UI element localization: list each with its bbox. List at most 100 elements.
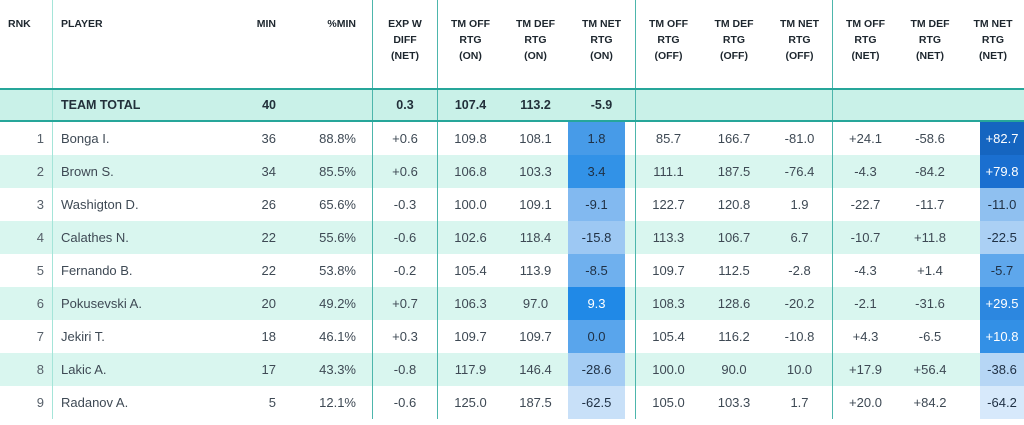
column-header-off-on[interactable]: TM OFF RTG (ON): [437, 0, 503, 88]
cell-def-off: 128.6: [717, 296, 751, 311]
net-rating-highlight: 9.3: [568, 287, 625, 320]
column-header-net-off[interactable]: TM NET RTG (OFF): [779, 18, 820, 62]
team-total-cell-net-off: [767, 90, 832, 120]
cell-pmin: 46.1%: [319, 329, 356, 344]
table-row: 6 Pokusevski A. 20 49.2% +0.7 106.3 97.0 9.3 108…: [0, 287, 1024, 320]
team-total-cell-expw: 0.3: [372, 90, 437, 120]
cell-def-net: -84.2: [915, 164, 945, 179]
cell-def-net: +84.2: [913, 395, 947, 410]
player-name-cell: Washigton D.: [52, 188, 230, 221]
cell-def-on: 146.4: [519, 362, 552, 377]
cell-off-on: 102.6: [437, 221, 503, 254]
net-rating-highlight: +10.8: [980, 320, 1024, 353]
column-header-off-off[interactable]: TM OFF RTG (OFF): [635, 0, 701, 88]
rank-cell: 6: [36, 296, 44, 311]
rank-cell: 4: [36, 230, 44, 245]
cell-net-net: -11.0: [962, 188, 1024, 221]
cell-off-on: 100.0: [437, 188, 503, 221]
player-name-cell: Calathes N.: [52, 221, 230, 254]
cell-def-on: 109.1: [519, 197, 552, 212]
table-row: 8 Lakic A. 17 43.3% -0.8 117.9 146.4 -28.6 100.0…: [0, 353, 1024, 386]
cell-expw: -0.3: [372, 188, 437, 221]
cell-net-on: -28.6: [568, 353, 635, 386]
player-name-cell: Bonga I.: [52, 122, 230, 155]
cell-off-net: -22.7: [832, 188, 898, 221]
cell-min: 5: [268, 395, 276, 410]
cell-off-on: 109.7: [437, 320, 503, 353]
cell-pmin: 49.2%: [319, 296, 356, 311]
cell-net-net: -64.2: [962, 386, 1024, 419]
column-header-off-net[interactable]: TM OFF RTG (NET): [832, 0, 898, 88]
cell-net-on: -62.5: [568, 386, 635, 419]
player-name-cell: Radanov A.: [52, 386, 230, 419]
column-header-pmin[interactable]: %MIN: [327, 18, 356, 30]
team-total-cell-min: 40: [262, 98, 276, 112]
net-rating-highlight: -28.6: [568, 353, 625, 386]
player-name-cell: Brown S.: [52, 155, 230, 188]
cell-net-off: -81.0: [784, 131, 815, 146]
cell-expw: +0.6: [372, 122, 437, 155]
team-total-cell-rnk: [0, 90, 52, 120]
cell-net-off: -76.4: [784, 164, 815, 179]
table-header-row: RNK PLAYER MIN %MIN EXP W DIFF (NET) TM OFF R…: [0, 0, 1024, 88]
rank-cell: 2: [36, 164, 44, 179]
team-total-cell-player: TEAM TOTAL: [52, 90, 230, 120]
column-header-player[interactable]: PLAYER: [52, 0, 230, 88]
column-header-rnk[interactable]: RNK: [8, 18, 31, 30]
player-name-cell: Fernando B.: [52, 254, 230, 287]
cell-def-off: 112.5: [718, 263, 750, 278]
cell-off-off: 109.7: [635, 254, 701, 287]
cell-def-on: 118.4: [519, 230, 552, 245]
cell-off-on: 109.8: [437, 122, 503, 155]
team-total-cell-net-net: [962, 90, 1024, 120]
cell-def-net: -58.6: [915, 131, 945, 146]
cell-off-off: 108.3: [635, 287, 701, 320]
net-rating-highlight: +79.8: [980, 155, 1024, 188]
cell-off-off: 122.7: [635, 188, 701, 221]
net-rating-highlight: -62.5: [568, 386, 625, 419]
net-rating-highlight: 0.0: [568, 320, 625, 353]
cell-min: 22: [261, 263, 276, 278]
rank-cell: 9: [36, 395, 44, 410]
cell-pmin: 12.1%: [319, 395, 356, 410]
cell-net-net: -5.7: [962, 254, 1024, 287]
cell-def-net: +56.4: [913, 362, 947, 377]
cell-net-net: -38.6: [962, 353, 1024, 386]
column-header-def-off[interactable]: TM DEF RTG (OFF): [714, 18, 754, 62]
cell-pmin: 43.3%: [319, 362, 356, 377]
cell-expw: +0.7: [372, 287, 437, 320]
cell-expw: -0.6: [372, 221, 437, 254]
cell-net-on: 3.4: [568, 155, 635, 188]
cell-def-net: +11.8: [914, 230, 946, 245]
rank-cell: 7: [36, 329, 44, 344]
cell-off-on: 105.4: [437, 254, 503, 287]
team-total-cell-def-off: [701, 90, 767, 120]
net-rating-highlight: -38.6: [980, 353, 1024, 386]
column-header-expw[interactable]: EXP W DIFF (NET): [372, 0, 437, 88]
cell-def-on: 113.9: [519, 263, 552, 278]
cell-off-on: 106.3: [437, 287, 503, 320]
cell-net-net: +82.7: [962, 122, 1024, 155]
cell-def-off: 116.2: [718, 329, 750, 344]
table-row: 9 Radanov A. 5 12.1% -0.6 125.0 187.5 -62.5 105.…: [0, 386, 1024, 419]
cell-off-off: 105.4: [635, 320, 701, 353]
cell-def-off: 90.0: [721, 362, 747, 377]
column-header-net-on[interactable]: TM NET RTG (ON): [581, 18, 622, 62]
column-header-min[interactable]: MIN: [256, 18, 276, 30]
column-header-net-net[interactable]: TM NET RTG (NET): [973, 18, 1013, 62]
cell-min: 36: [261, 131, 276, 146]
cell-net-on: 9.3: [568, 287, 635, 320]
column-header-def-net[interactable]: TM DEF RTG (NET): [910, 18, 950, 62]
cell-def-net: -11.7: [915, 197, 945, 212]
cell-net-off: -20.2: [784, 296, 815, 311]
cell-def-off: 106.7: [717, 230, 751, 245]
net-rating-highlight: -22.5: [980, 221, 1024, 254]
table-row: 3 Washigton D. 26 65.6% -0.3 100.0 109.1 -9.1 12…: [0, 188, 1024, 221]
cell-def-on: 187.5: [519, 395, 552, 410]
rank-cell: 8: [36, 362, 44, 377]
cell-net-off: 6.7: [790, 230, 809, 245]
column-header-def-on[interactable]: TM DEF RTG (ON): [515, 18, 556, 62]
net-rating-highlight: -64.2: [980, 386, 1024, 419]
cell-net-on: 1.8: [568, 122, 635, 155]
cell-net-off: 10.0: [786, 362, 813, 377]
